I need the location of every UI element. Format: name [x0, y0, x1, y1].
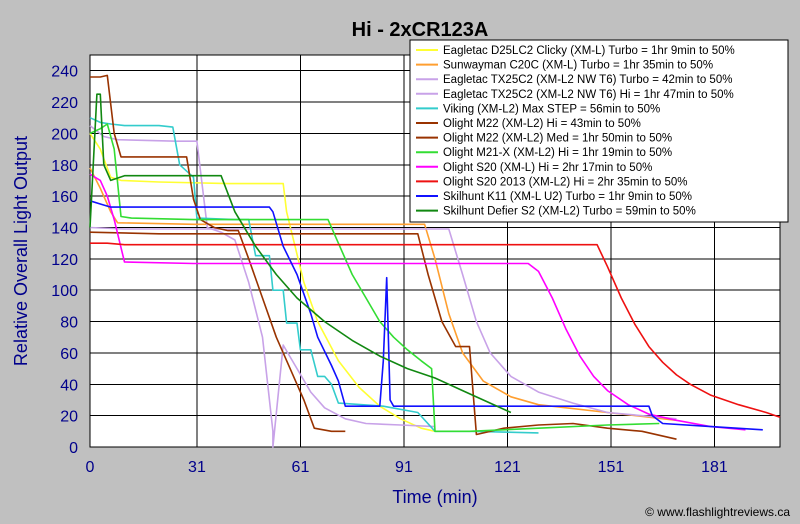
legend-entry-4: Viking (XM-L2) Max STEP = 56min to 50% [443, 103, 660, 115]
y-axis-label: Relative Overall Light Output [11, 136, 31, 366]
y-tick-label: 140 [51, 220, 78, 237]
series-line-11 [89, 93, 512, 414]
legend-entry-2: Eagletac TX25C2 (XM-L2 NW T6) Turbo = 42… [443, 74, 732, 86]
y-tick-label: 100 [51, 283, 78, 300]
legend-entry-0: Eagletac D25LC2 Clicky (XM-L) Turbo = 1h… [443, 45, 735, 57]
y-tick-label: 180 [51, 158, 78, 175]
series-line-3 [89, 226, 677, 420]
series-line-5 [90, 74, 346, 433]
y-tick-label: 240 [51, 64, 78, 81]
y-tick-label: 160 [51, 189, 78, 206]
series-line-2 [89, 124, 436, 448]
legend-entry-7: Olight M21-X (XM-L2) Hi = 1hr 19min to 5… [443, 147, 672, 159]
x-axis-label: Time (min) [392, 487, 477, 507]
legend-entry-9: Olight S20 2013 (XM-L2) Hi = 2hr 35min t… [443, 176, 688, 188]
legend-entry-8: Olight S20 (XM-L) Hi = 2hr 17min to 50% [443, 162, 652, 174]
y-tick-label: 0 [69, 440, 78, 457]
y-tick-label: 20 [60, 409, 78, 426]
y-tick-label: 80 [60, 315, 78, 332]
legend-entry-10: Skilhunt K11 (XM-L U2) Turbo = 1hr 9min … [443, 191, 692, 203]
series-line-9 [90, 242, 781, 418]
legend-entry-1: Sunwayman C20C (XM-L) Turbo = 1hr 35min … [443, 60, 713, 72]
series-line-7 [89, 123, 660, 433]
x-tick-label: 181 [701, 459, 728, 476]
y-tick-label: 40 [60, 377, 78, 394]
x-tick-label: 61 [292, 459, 310, 476]
series-line-4 [89, 116, 539, 434]
legend-entry-3: Eagletac TX25C2 (XM-L2 NW T6) Hi = 1hr 4… [443, 89, 734, 101]
x-tick-label: 121 [494, 459, 521, 476]
legend-entry-6: Olight M22 (XM-L2) Med = 1hr 50min to 50… [443, 133, 672, 145]
y-tick-label: 120 [51, 252, 78, 269]
x-tick-label: 151 [598, 459, 625, 476]
legend: Eagletac D25LC2 Clicky (XM-L) Turbo = 1h… [409, 39, 789, 223]
y-tick-label: 220 [51, 95, 78, 112]
legend-entry-5: Olight M22 (XM-L2) Hi = 43min to 50% [443, 118, 641, 130]
x-tick-label: 0 [86, 459, 95, 476]
legend-box [409, 39, 789, 223]
series-line-6 [89, 231, 677, 440]
series-layer [89, 74, 781, 448]
x-tick-label: 91 [395, 459, 413, 476]
credit-text: © www.flashlightreviews.ca [645, 505, 790, 519]
series-line-10 [89, 200, 763, 431]
chart-title: Hi - 2xCR123A [352, 19, 489, 41]
y-tick-label: 200 [51, 126, 78, 143]
axes: 0 20 40 60 80 100 120 140 160 180 200 220 240 0 31 61 91… [51, 64, 728, 476]
x-tick-label: 31 [188, 459, 206, 476]
legend-entry-11: Skilhunt Defier S2 (XM-L2) Turbo = 59min… [443, 206, 696, 218]
y-tick-label: 60 [60, 346, 78, 363]
series-line-8 [89, 173, 746, 431]
